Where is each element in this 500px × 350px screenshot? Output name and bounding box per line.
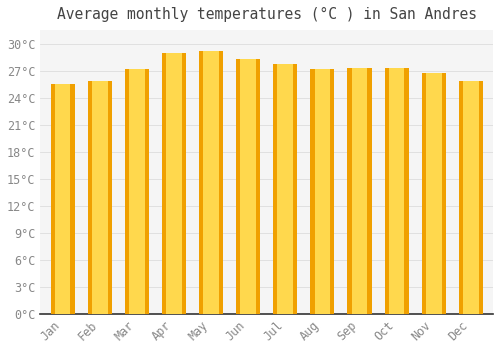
Bar [273, 64, 297, 314]
Bar [463, 82, 478, 314]
Bar [203, 51, 219, 314]
Bar [236, 59, 260, 314]
Bar [88, 80, 112, 314]
Bar [54, 84, 70, 314]
Bar [388, 68, 404, 314]
Bar [384, 68, 408, 314]
Bar [129, 69, 144, 314]
Bar [310, 69, 334, 314]
Bar [162, 54, 186, 314]
Title: Average monthly temperatures (°C ) in San Andres: Average monthly temperatures (°C ) in Sa… [56, 7, 476, 22]
Bar [314, 69, 330, 314]
Bar [458, 82, 483, 314]
Bar [92, 80, 108, 314]
Bar [426, 73, 442, 314]
Bar [124, 69, 149, 314]
Bar [352, 68, 368, 314]
Bar [240, 59, 256, 314]
Bar [166, 54, 182, 314]
Bar [422, 73, 446, 314]
Bar [348, 68, 372, 314]
Bar [199, 51, 223, 314]
Bar [278, 64, 293, 314]
Bar [50, 84, 74, 314]
